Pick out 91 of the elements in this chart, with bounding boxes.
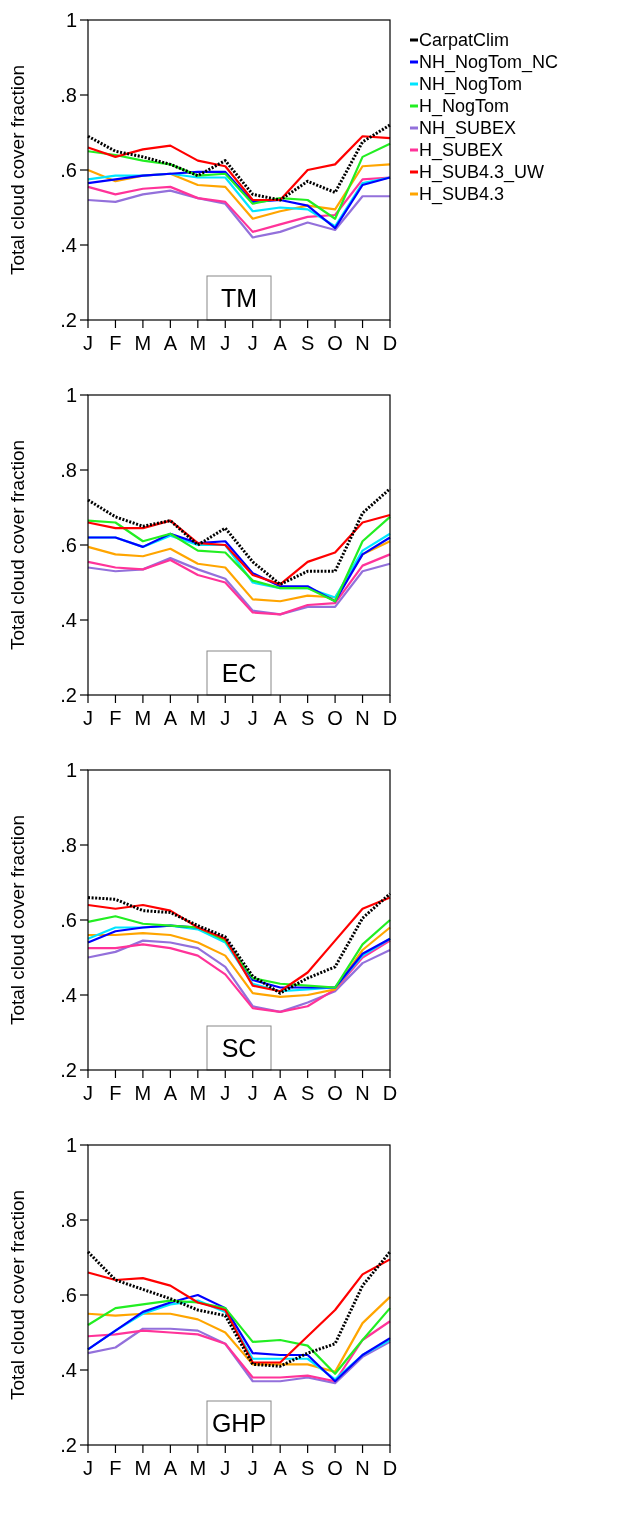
x-tick-label: N <box>355 1457 370 1479</box>
x-tick-label: M <box>134 1457 152 1479</box>
x-tick-label: A <box>273 1457 288 1479</box>
y-tick-label: .4 <box>60 609 77 631</box>
x-tick-label: J <box>83 1457 93 1479</box>
x-tick-label: M <box>189 707 207 729</box>
x-tick-label: J <box>247 707 258 729</box>
y-tick-label: 1 <box>65 384 77 406</box>
x-tick-label: M <box>134 1082 152 1104</box>
y-tick-label: .4 <box>60 234 77 256</box>
y-tick-label: .2 <box>60 684 77 706</box>
x-tick-label: D <box>382 332 398 354</box>
legend-label: NH_SUBEX <box>419 118 517 140</box>
legend-label: NH_NogTom <box>419 74 523 96</box>
x-tick-label: D <box>382 1082 398 1104</box>
y-tick-label: .8 <box>60 834 77 856</box>
x-tick-label: A <box>273 1082 288 1104</box>
text: SC <box>221 1034 257 1062</box>
x-tick-label: D <box>382 1457 398 1479</box>
x-tick-label: F <box>109 1082 122 1104</box>
x-tick-label: A <box>273 332 288 354</box>
line-series <box>86 513 392 586</box>
x-tick-label: N <box>355 707 370 729</box>
x-tick-label: A <box>163 1457 178 1479</box>
line-series <box>86 135 392 202</box>
legend-label: CarpatClim <box>419 30 510 51</box>
x-tick-label: D <box>382 707 398 729</box>
legend-label: NH_NogTom_NC <box>419 52 559 74</box>
y-axis-title: Total cloud cover fraction <box>7 1189 28 1401</box>
x-tick-label: J <box>220 332 231 354</box>
legend-label: H_SUBEX <box>419 140 504 162</box>
x-tick-label: A <box>273 707 288 729</box>
x-tick-label: F <box>109 332 122 354</box>
x-tick-label: O <box>327 332 343 354</box>
y-tick-label: 1 <box>65 9 77 31</box>
x-tick-label: A <box>163 707 178 729</box>
y-tick-label: .2 <box>60 309 77 331</box>
x-tick-label: F <box>109 1457 122 1479</box>
x-tick-label: J <box>83 707 93 729</box>
x-tick-label: O <box>327 707 343 729</box>
x-tick-label: J <box>83 1082 93 1104</box>
x-tick-label: S <box>300 1082 315 1104</box>
x-tick-label: F <box>109 707 122 729</box>
legend-label: H_SUB4.3_UW <box>419 162 545 184</box>
x-tick-label: S <box>300 1457 315 1479</box>
y-axis-title: Total cloud cover fraction <box>7 814 28 1026</box>
y-tick-label: .2 <box>60 1059 77 1081</box>
line-series <box>86 142 392 220</box>
x-tick-label: J <box>247 1457 258 1479</box>
y-axis-title: Total cloud cover fraction <box>7 439 28 651</box>
text: GHP <box>211 1409 267 1437</box>
x-tick-label: J <box>220 707 231 729</box>
x-tick-label: N <box>355 332 370 354</box>
x-tick-label: M <box>134 332 152 354</box>
x-tick-label: M <box>189 1082 207 1104</box>
line-series <box>86 189 392 239</box>
x-tick-label: J <box>220 1082 231 1104</box>
text: TM <box>220 284 258 312</box>
x-tick-label: S <box>300 707 315 729</box>
x-tick-label: M <box>134 707 152 729</box>
y-tick-label: 1 <box>65 759 77 781</box>
x-tick-label: A <box>163 332 178 354</box>
y-tick-label: .8 <box>60 1209 77 1231</box>
text: EC <box>221 659 257 687</box>
x-tick-label: M <box>189 332 207 354</box>
x-tick-label: J <box>83 332 93 354</box>
y-tick-label: .8 <box>60 84 77 106</box>
x-tick-label: A <box>163 1082 178 1104</box>
y-tick-label: .6 <box>60 1284 77 1306</box>
y-tick-label: .6 <box>60 909 77 931</box>
x-tick-label: S <box>300 332 315 354</box>
line-series <box>86 515 392 603</box>
x-tick-label: M <box>189 1457 207 1479</box>
x-tick-label: J <box>247 332 258 354</box>
x-tick-label: J <box>220 1457 231 1479</box>
y-axis-title: Total cloud cover fraction <box>7 64 28 276</box>
y-tick-label: .6 <box>60 534 77 556</box>
y-tick-label: .8 <box>60 459 77 481</box>
y-tick-label: .2 <box>60 1434 77 1456</box>
line-series <box>86 163 392 220</box>
x-tick-label: N <box>355 1082 370 1104</box>
y-tick-label: .4 <box>60 984 77 1006</box>
y-tick-label: 1 <box>65 1134 77 1156</box>
legend-label: H_NogTom <box>419 96 510 118</box>
y-tick-label: .6 <box>60 159 77 181</box>
legend-label: H_SUB4.3 <box>419 184 505 206</box>
x-tick-label: O <box>327 1457 343 1479</box>
x-tick-label: O <box>327 1082 343 1104</box>
line-series <box>86 939 392 1013</box>
x-tick-label: J <box>247 1082 258 1104</box>
y-tick-label: .4 <box>60 1359 77 1381</box>
